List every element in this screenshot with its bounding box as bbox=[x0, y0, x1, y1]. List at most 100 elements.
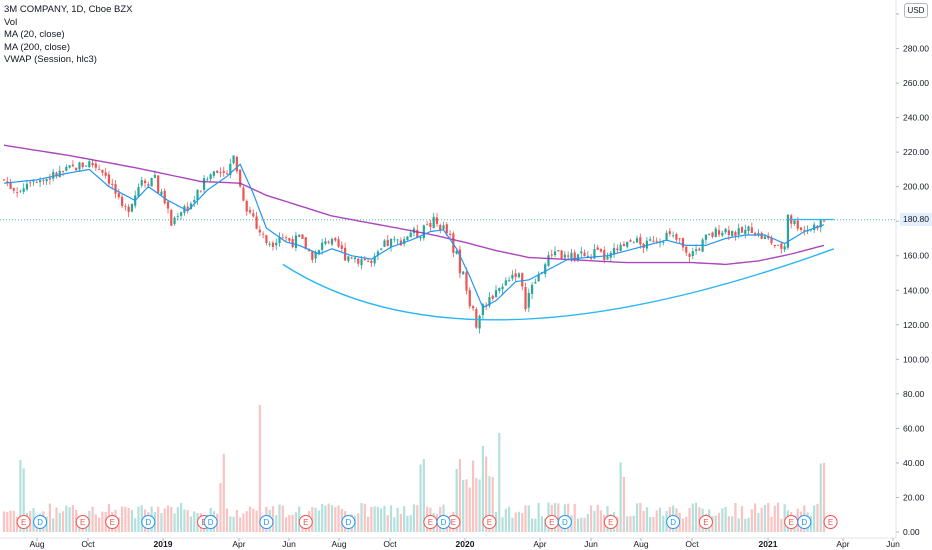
volume-bar bbox=[271, 506, 275, 532]
candle-body bbox=[754, 232, 757, 236]
candle-body bbox=[672, 235, 675, 237]
volume-bar bbox=[65, 505, 68, 532]
volume-bar bbox=[544, 518, 547, 532]
candle-body bbox=[783, 246, 786, 250]
volume-bar bbox=[776, 502, 780, 532]
volume-bar bbox=[770, 516, 773, 532]
volume-bar bbox=[521, 513, 524, 532]
candle-body bbox=[593, 249, 596, 259]
volume-bar bbox=[380, 508, 383, 532]
dividend-marker[interactable]: D bbox=[557, 515, 572, 529]
time-tick-label: Oct bbox=[685, 539, 699, 549]
candle-body bbox=[445, 224, 448, 234]
candle-body bbox=[586, 255, 589, 257]
dividend-marker[interactable]: D bbox=[141, 515, 156, 529]
volume-bar bbox=[583, 517, 586, 532]
earnings-marker[interactable]: E bbox=[105, 515, 120, 529]
volume-bar bbox=[245, 511, 248, 532]
volume-bar bbox=[557, 503, 560, 532]
candle-body bbox=[298, 234, 301, 237]
candle-body bbox=[731, 230, 734, 237]
candle-body bbox=[140, 180, 143, 186]
earnings-marker[interactable]: E bbox=[784, 515, 799, 529]
price-tick-label: 220.00 bbox=[903, 147, 929, 157]
candle-body bbox=[235, 156, 238, 172]
dividend-marker[interactable]: D bbox=[666, 515, 681, 529]
earnings-marker[interactable]: E bbox=[75, 515, 90, 529]
volume-bar bbox=[642, 511, 645, 532]
candle-body bbox=[127, 206, 130, 213]
volume-bar bbox=[396, 507, 399, 532]
earnings-marker-circle bbox=[75, 515, 90, 529]
volume-bar bbox=[403, 506, 406, 532]
dividend-marker[interactable]: D bbox=[203, 515, 218, 529]
earnings-marker[interactable]: E bbox=[603, 515, 618, 529]
time-tick-label: Apr bbox=[533, 539, 546, 549]
indicator-lines bbox=[3, 144, 835, 321]
earnings-marker[interactable]: E bbox=[823, 515, 838, 529]
candle-body bbox=[776, 244, 780, 246]
volume-bar bbox=[160, 513, 163, 532]
volume-bar bbox=[576, 518, 580, 532]
volume-bar bbox=[68, 507, 71, 532]
candle-body bbox=[38, 180, 42, 183]
earnings-marker[interactable]: E bbox=[544, 515, 559, 529]
earnings-marker[interactable]: E bbox=[16, 515, 31, 529]
earnings-marker[interactable]: E bbox=[446, 515, 461, 529]
volume-bar bbox=[508, 506, 511, 532]
dividend-marker[interactable]: D bbox=[259, 515, 274, 529]
candle-body bbox=[209, 174, 212, 180]
volume-bar bbox=[180, 502, 183, 532]
earnings-marker-letter: E bbox=[21, 518, 26, 527]
earnings-marker[interactable]: E bbox=[423, 515, 438, 529]
volume-bar bbox=[48, 503, 52, 532]
candle-body bbox=[366, 261, 370, 262]
candle-body bbox=[524, 287, 527, 310]
candle-body bbox=[675, 234, 678, 240]
volume-bar bbox=[412, 504, 416, 532]
volume-bar bbox=[219, 482, 222, 532]
candle-body bbox=[501, 286, 504, 290]
candle-body bbox=[6, 181, 9, 184]
currency-button[interactable]: USD bbox=[904, 3, 928, 18]
volume-bar bbox=[498, 433, 501, 532]
earnings-marker[interactable]: E bbox=[298, 515, 313, 529]
volume-bar bbox=[740, 506, 744, 532]
volume-bar bbox=[376, 506, 380, 532]
candle-body bbox=[508, 280, 511, 282]
candle-body bbox=[803, 230, 806, 232]
candle-body bbox=[429, 223, 432, 227]
volume-bar bbox=[501, 517, 504, 532]
event-markers[interactable]: EEEEEEEEEEEEEDDDDDDDDD bbox=[16, 515, 838, 529]
volume-bar bbox=[524, 505, 527, 532]
dividend-marker[interactable]: D bbox=[797, 515, 812, 529]
candle-body bbox=[475, 309, 478, 328]
volume-bar bbox=[639, 502, 642, 532]
volume-bar bbox=[747, 517, 750, 532]
volume-bar bbox=[458, 459, 462, 532]
candle-body bbox=[29, 182, 32, 184]
volume-bar bbox=[462, 479, 465, 532]
dividend-marker[interactable]: D bbox=[33, 515, 48, 529]
volume-bar bbox=[475, 477, 478, 532]
volume-bar bbox=[757, 513, 760, 532]
earnings-marker[interactable]: E bbox=[698, 515, 713, 529]
candle-body bbox=[799, 227, 803, 230]
candle-body bbox=[393, 238, 396, 240]
candle-body bbox=[419, 236, 422, 239]
candle-body bbox=[737, 228, 740, 235]
volume-bar bbox=[655, 510, 658, 532]
volume-bar bbox=[94, 514, 97, 532]
earnings-marker[interactable]: E bbox=[482, 515, 497, 529]
candle-body bbox=[301, 234, 304, 239]
volume-bar bbox=[334, 507, 337, 532]
volume-bar bbox=[750, 509, 753, 532]
dividend-marker[interactable]: D bbox=[341, 515, 356, 529]
candle-body bbox=[645, 240, 648, 249]
candle-body bbox=[537, 274, 540, 282]
dividend-marker-circle bbox=[203, 515, 218, 529]
dividend-marker[interactable]: D bbox=[436, 515, 451, 529]
candle-body bbox=[773, 244, 776, 246]
volume-bar bbox=[471, 460, 475, 532]
